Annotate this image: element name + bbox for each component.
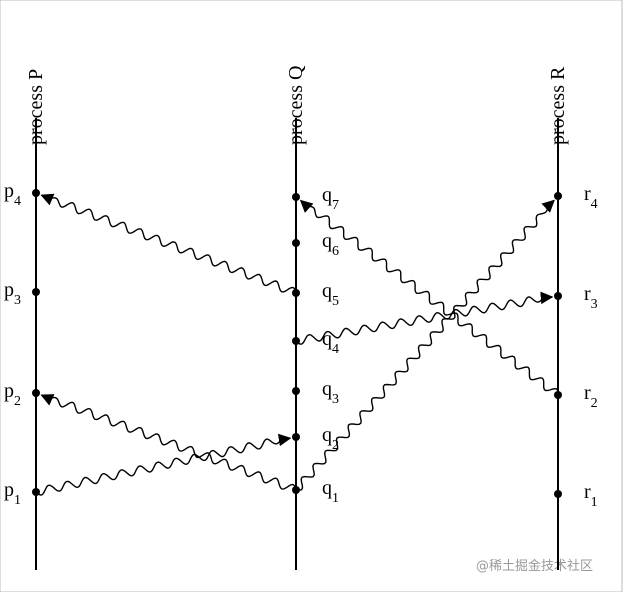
event-name: q [322,424,332,446]
event-label: p2 [4,380,21,409]
event-name: q [322,477,332,499]
event-label: p1 [4,479,21,508]
event-subscript: 3 [14,293,21,308]
message-arrow [40,193,297,294]
event-dot [292,486,300,494]
process-label: process P [25,69,47,145]
event-label: r2 [584,382,598,411]
event-dot [32,389,40,397]
event-dot [32,189,40,197]
event-subscript: 5 [332,294,339,309]
event-label: q2 [322,424,339,453]
event-name: p [4,180,14,202]
event-name: p [4,279,14,301]
event-label: q6 [322,230,339,259]
event-dot [554,292,562,300]
event-subscript: 2 [14,394,21,409]
event-subscript: 7 [332,198,339,213]
watermark: @稀土掘金技术社区 [476,558,593,574]
event-name: q [322,184,332,206]
event-name: r [584,382,591,404]
event-dot [554,490,562,498]
event-subscript: 4 [332,342,339,357]
event-dot [32,488,40,496]
event-name: r [584,183,591,205]
event-subscript: 4 [14,194,21,209]
event-label: p4 [4,180,21,209]
event-subscript: 4 [591,197,598,212]
event-label: q5 [322,280,339,309]
message-arrow [295,199,555,491]
event-label: q1 [322,477,339,506]
message-arrow [295,291,554,345]
event-name: q [322,230,332,252]
event-label: q4 [322,328,339,357]
event-subscript: 1 [332,491,339,506]
event-subscript: 3 [332,392,339,407]
event-dot [292,337,300,345]
event-name: p [4,479,14,501]
event-dot [292,433,300,441]
event-name: r [584,283,591,305]
event-name: p [4,380,14,402]
event-dot [32,288,40,296]
event-label: q3 [322,378,339,407]
event-dot [554,391,562,399]
message-arrow [40,394,297,491]
message-arrow [299,199,559,395]
event-name: q [322,328,332,350]
event-subscript: 1 [14,493,21,508]
event-label: r1 [584,481,598,510]
event-label: q7 [322,184,339,213]
event-label: p3 [4,279,21,308]
event-subscript: 2 [332,438,339,453]
event-subscript: 3 [591,297,598,312]
process-label: process Q [285,65,307,145]
event-dot [292,387,300,395]
event-subscript: 2 [591,396,598,411]
event-label: r3 [584,283,598,312]
message-arrow [35,433,292,496]
event-dot [292,193,300,201]
event-name: q [322,378,332,400]
process-label: process R [547,66,569,145]
messages [35,193,559,496]
event-name: q [322,280,332,302]
event-subscript: 1 [591,495,598,510]
event-subscript: 6 [332,244,339,259]
event-dot [554,192,562,200]
event-label: r4 [584,183,598,212]
event-name: r [584,481,591,503]
event-dot [292,289,300,297]
event-dot [292,239,300,247]
